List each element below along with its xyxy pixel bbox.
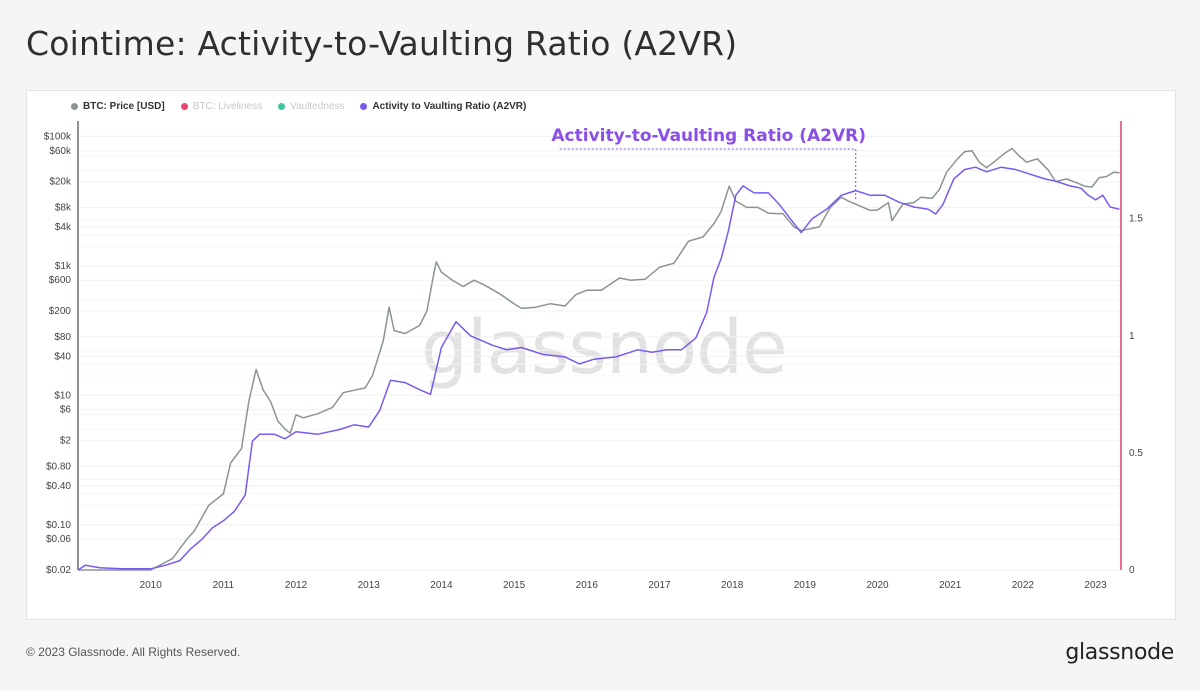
x-tick-label: 2017: [648, 580, 671, 591]
y-tick-label-left: $6: [60, 405, 72, 416]
page-title: Cointime: Activity-to-Vaulting Ratio (A2…: [26, 24, 738, 63]
x-tick-label: 2014: [430, 580, 453, 591]
a2vr-series-line: [77, 166, 1120, 571]
x-tick-label: 2015: [503, 580, 526, 591]
x-tick-label: 2012: [285, 580, 308, 591]
y-tick-label-left: $2: [60, 436, 72, 447]
x-tick-label: 2022: [1012, 580, 1035, 591]
y-tick-label-left: $0.10: [46, 520, 71, 531]
y-tick-label-left: $10: [54, 390, 71, 401]
y-tick-label-left: $100k: [44, 131, 72, 142]
y-tick-label-left: $80: [54, 332, 71, 343]
y-tick-label-left: $40: [54, 351, 71, 362]
y-tick-label-left: $0.02: [46, 565, 71, 576]
y-tick-label-left: $200: [49, 306, 72, 317]
x-tick-label: 2021: [939, 580, 962, 591]
legend-dot-icon: [360, 103, 368, 110]
legend-dot-icon: [180, 103, 188, 110]
legend-item-vaultedness[interactable]: Vaultedness: [278, 101, 344, 112]
x-tick-label: 2010: [140, 580, 163, 591]
annotation-label: Activity-to-Vaulting Ratio (A2VR): [551, 126, 866, 146]
chart-card: BTC: Price [USD] BTC: Liveliness Vaulted…: [26, 90, 1176, 620]
y-tick-label-left: $20k: [49, 177, 72, 188]
legend-label: BTC: Liveliness: [192, 101, 263, 112]
legend-item-liveliness[interactable]: BTC: Liveliness: [180, 101, 263, 112]
glassnode-logo: glassnode: [1065, 640, 1174, 665]
x-tick-label: 2020: [866, 580, 889, 591]
y-tick-label-left: $4k: [55, 222, 72, 233]
y-tick-label-right: 0: [1129, 565, 1135, 576]
legend-item-a2vr[interactable]: Activity to Vaulting Ratio (A2VR): [360, 101, 526, 112]
legend-dot-icon: [278, 103, 286, 110]
legend-item-price[interactable]: BTC: Price [USD]: [71, 101, 165, 112]
y-tick-label-right: 0.5: [1129, 448, 1143, 459]
x-tick-label: 2023: [1084, 580, 1107, 591]
legend-label: Activity to Vaulting Ratio (A2VR): [372, 101, 527, 112]
chart-legend: BTC: Price [USD] BTC: Liveliness Vaulted…: [71, 101, 526, 112]
legend-label: Vaultedness: [290, 101, 345, 112]
x-tick-label: 2019: [794, 580, 817, 591]
y-tick-label-left: $0.06: [46, 534, 71, 545]
y-tick-label-right: 1.5: [1129, 214, 1143, 225]
y-tick-label-left: $60k: [49, 146, 72, 157]
legend-label: BTC: Price [USD]: [83, 101, 165, 112]
chart-plot[interactable]: $100k $60k $20k $8k $4k $1k $600 $200 $80 $40 $10 $…: [27, 91, 1175, 619]
legend-dot-icon: [71, 103, 78, 110]
x-tick-label: 2018: [721, 580, 744, 591]
price-series-line: [78, 147, 1120, 571]
x-tick-label: 2011: [213, 580, 235, 591]
copyright-text: © 2023 Glassnode. All Rights Reserved.: [26, 645, 241, 659]
x-tick-label: 2016: [576, 580, 599, 591]
y-tick-label-left: $1k: [55, 261, 72, 272]
y-tick-label-left: $0.40: [46, 481, 71, 492]
y-tick-label-left: $0.80: [46, 461, 71, 472]
y-tick-label-left: $8k: [55, 202, 72, 213]
x-tick-label: 2013: [358, 580, 381, 591]
y-tick-label-left: $600: [49, 275, 72, 286]
y-tick-label-right: 1: [1129, 331, 1135, 342]
